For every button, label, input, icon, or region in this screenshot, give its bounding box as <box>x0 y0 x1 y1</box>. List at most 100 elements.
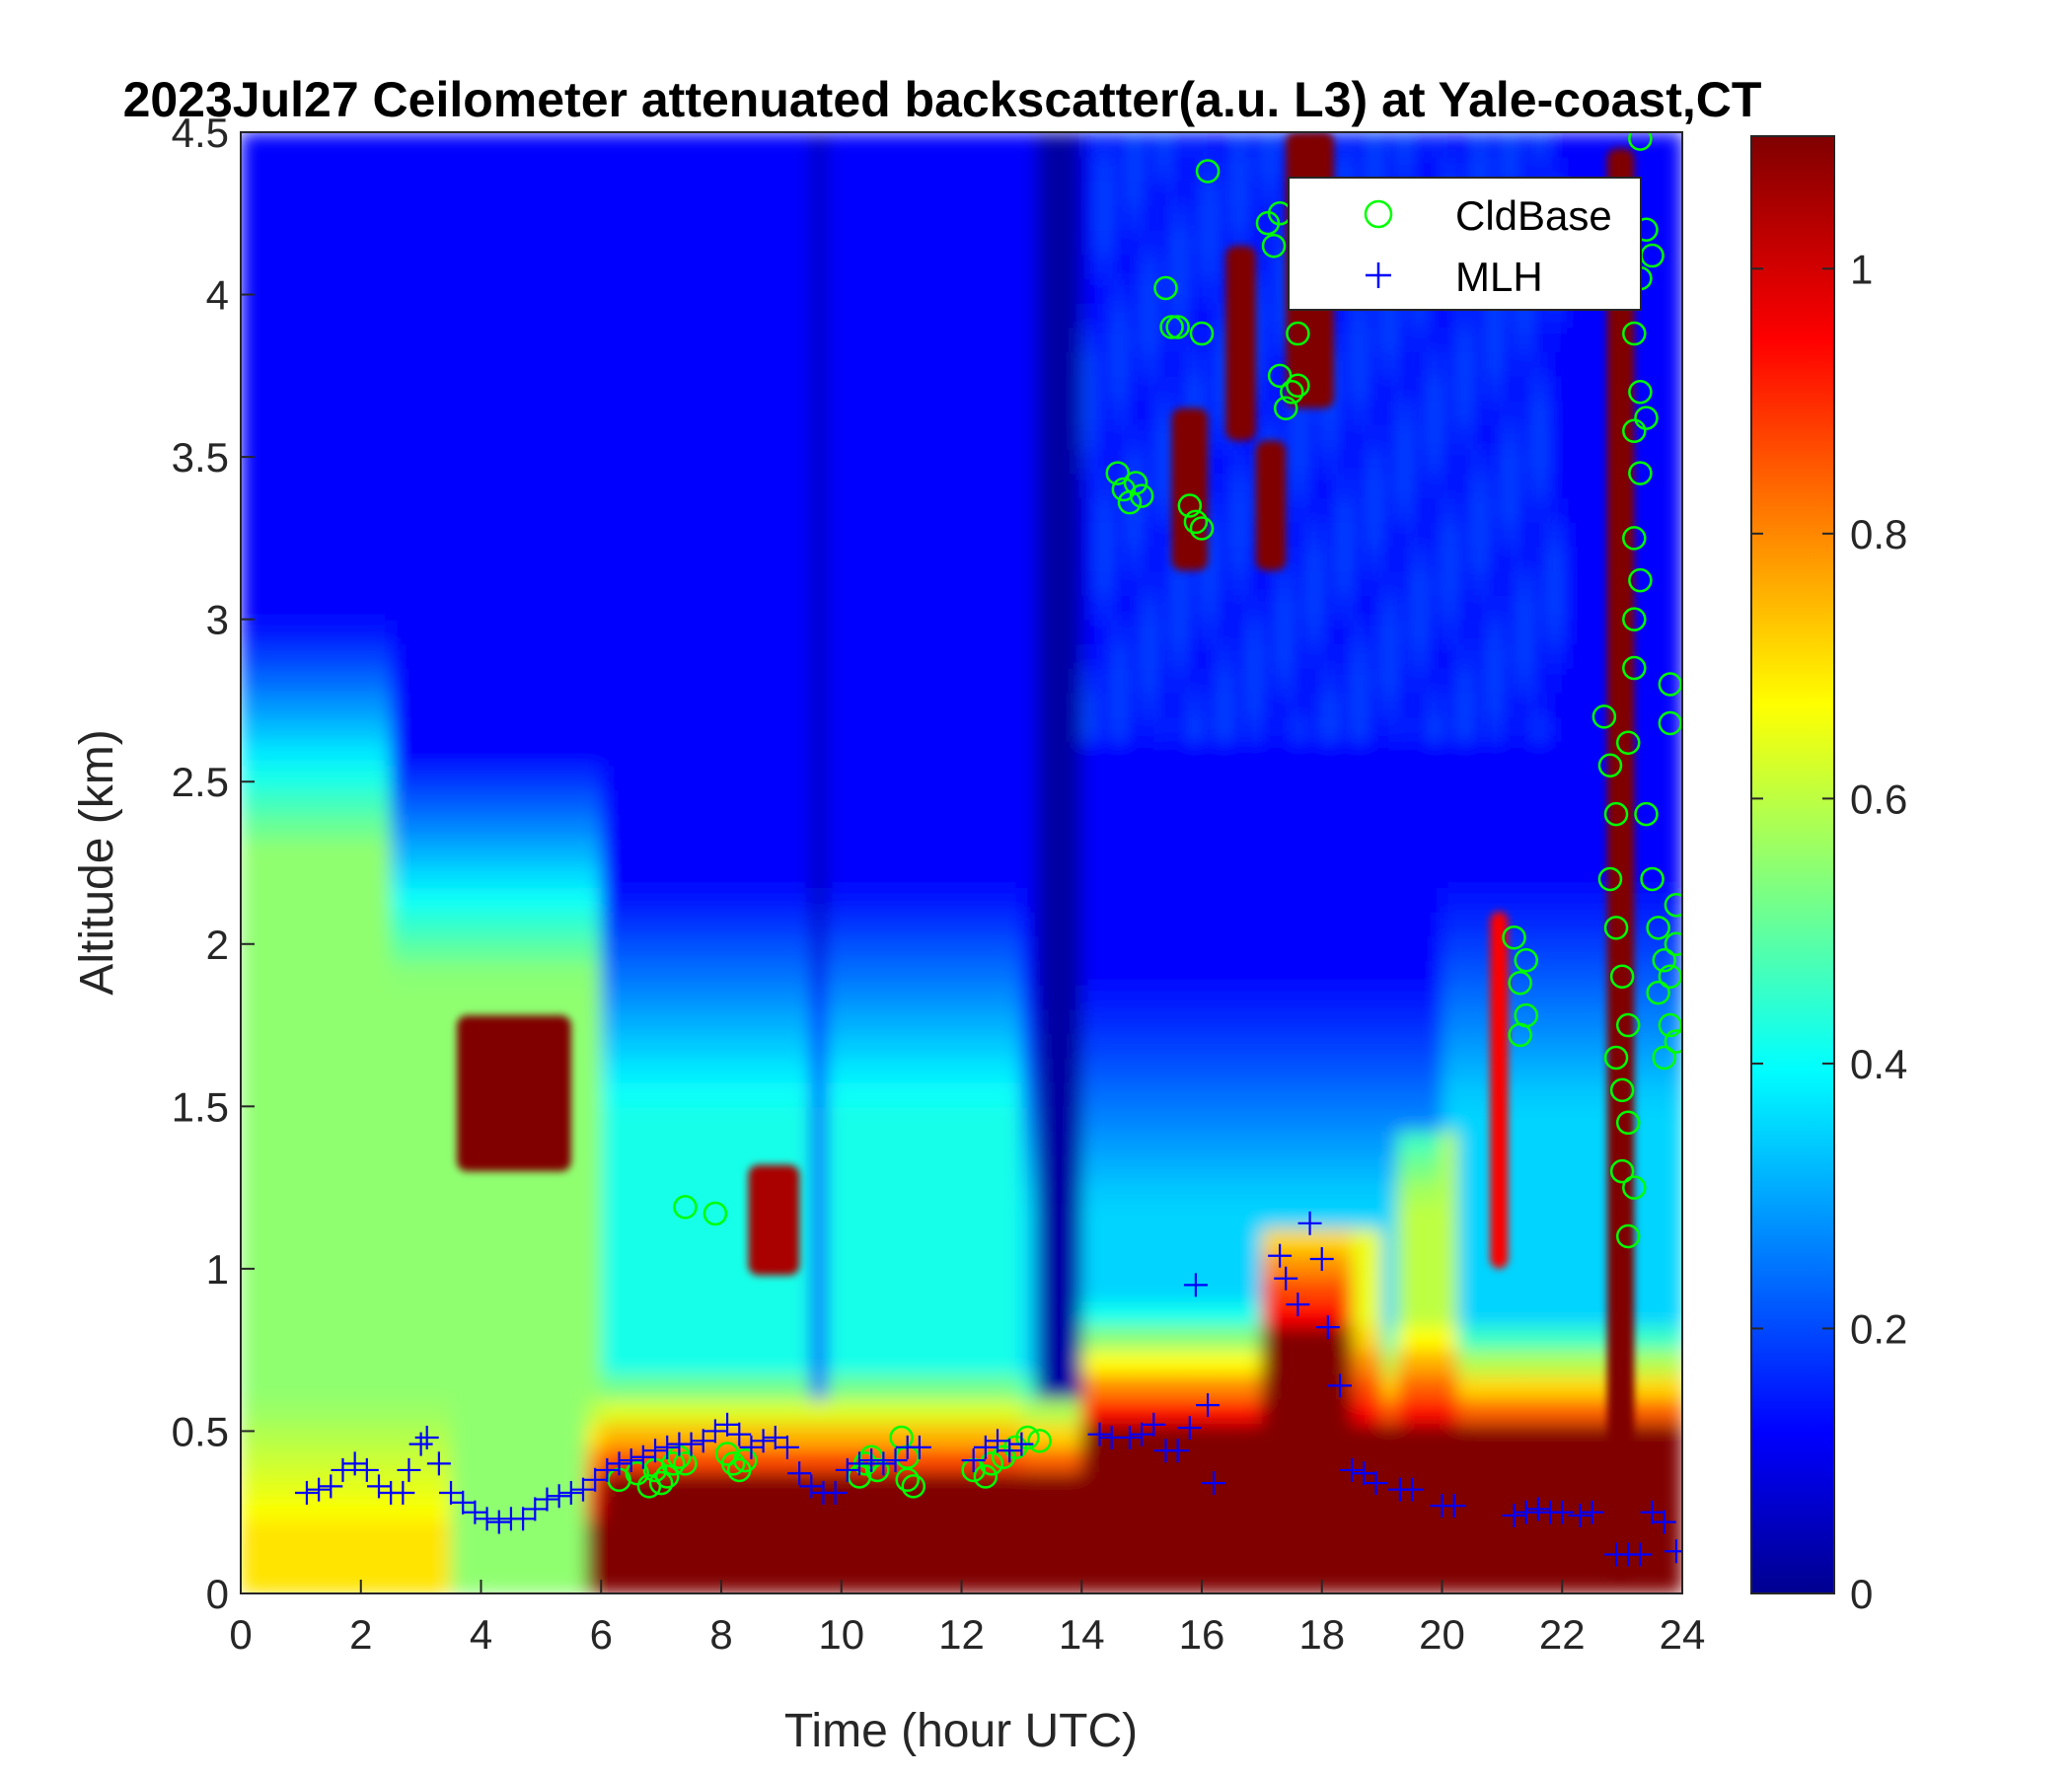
mlh-point <box>835 1457 859 1482</box>
mlh-point <box>1580 1500 1604 1524</box>
cldbase-point <box>1027 1429 1052 1453</box>
colorbar-tick-label: 0.6 <box>1850 776 1907 822</box>
mlh-point <box>775 1435 799 1459</box>
cldbase-point <box>1658 710 1682 736</box>
cldbase-point <box>1015 1425 1040 1450</box>
mlh-point <box>535 1487 559 1512</box>
cldbase-point <box>1628 461 1653 485</box>
cldbase-point <box>1664 893 1682 918</box>
mlh-point <box>1514 1500 1538 1524</box>
cldbase-point <box>1603 801 1629 827</box>
cldbase-point <box>973 1464 999 1489</box>
mlh-point <box>486 1510 511 1534</box>
cldbase-point <box>1603 916 1629 940</box>
mlh-point <box>1400 1477 1425 1502</box>
mlh-point <box>331 1457 355 1482</box>
mlh-point <box>475 1507 499 1531</box>
cldbase-point <box>1177 493 1203 518</box>
y-tick-label: 0.5 <box>172 1408 229 1454</box>
mlh-point <box>727 1422 752 1446</box>
mlh-point <box>1328 1373 1353 1398</box>
mlh-point <box>1568 1504 1592 1528</box>
cldbase-point <box>1628 567 1653 593</box>
y-tick-label: 3 <box>206 597 229 643</box>
cldbase-point <box>1159 315 1184 339</box>
x-tick-label: 10 <box>818 1611 864 1658</box>
mlh-point <box>1196 1393 1221 1418</box>
cldbase-point <box>673 1195 698 1220</box>
cldbase-point <box>1615 1012 1641 1038</box>
x-tick-label: 18 <box>1298 1611 1345 1658</box>
y-tick-label: 2.5 <box>172 759 229 805</box>
mlh-point <box>751 1429 776 1453</box>
mlh-point <box>998 1439 1022 1463</box>
mlh-point <box>619 1448 643 1473</box>
mlh-point <box>1202 1471 1226 1496</box>
cldbase-point <box>1267 363 1293 389</box>
mlh-point <box>1550 1500 1575 1524</box>
cldbase-point <box>648 1470 674 1496</box>
mlh-point <box>823 1480 848 1505</box>
cldbase-point <box>1514 947 1538 973</box>
cldbase-point <box>1646 980 1670 1005</box>
cldbase-point <box>1609 1158 1635 1184</box>
mlh-point <box>1664 1539 1682 1564</box>
mlh-point <box>1340 1457 1365 1482</box>
cldbase-point <box>1508 971 1532 996</box>
cloud-patch <box>457 1015 571 1172</box>
mlh-point <box>1297 1211 1322 1235</box>
mlh-point <box>1183 1273 1208 1297</box>
y-tick-label: 1 <box>206 1246 229 1293</box>
mlh-point <box>739 1435 764 1459</box>
x-tick-label: 22 <box>1539 1611 1586 1658</box>
cldbase-point <box>1105 461 1131 485</box>
cldbase-point <box>1622 1175 1647 1200</box>
mlh-point <box>1268 1243 1293 1268</box>
x-tick-label: 2 <box>349 1611 372 1658</box>
legend-box <box>1288 177 1642 311</box>
backscatter-heatmap <box>241 132 1682 1593</box>
mlh-point <box>1442 1494 1466 1518</box>
mlh-point <box>319 1474 343 1499</box>
cldbase-point <box>661 1451 686 1476</box>
cldbase-point <box>1615 730 1641 755</box>
mlh-point <box>408 1432 433 1456</box>
legend: CldBase MLH <box>1288 177 1642 311</box>
cldbase-point <box>1658 672 1682 697</box>
mlh-point <box>643 1439 668 1463</box>
mlh-point <box>871 1451 896 1476</box>
mlh-point <box>1315 1315 1340 1340</box>
y-tick-label: 4.5 <box>172 110 229 156</box>
cldbase-point <box>1502 925 1526 950</box>
cldbase-point <box>1615 1223 1641 1249</box>
mlh-point <box>391 1480 415 1505</box>
legend-mlh-marker <box>1366 262 1391 288</box>
mlh-point <box>558 1480 583 1505</box>
mlh-point <box>703 1419 727 1443</box>
cldbase-point <box>733 1447 758 1473</box>
mlh-point <box>907 1435 931 1459</box>
x-tick-label: 8 <box>709 1611 732 1658</box>
cldbase-point <box>1508 1022 1532 1048</box>
y-tick-label: 3.5 <box>172 434 229 481</box>
mlh-point <box>583 1467 608 1492</box>
mlh-point <box>883 1448 908 1473</box>
mlh-point <box>307 1477 332 1502</box>
cldbase-markers <box>607 132 1682 1499</box>
mlh-point <box>630 1444 655 1469</box>
legend-cldbase-marker <box>1364 199 1393 229</box>
mlh-point <box>367 1474 392 1499</box>
y-axis-label: Altitude (km) <box>71 729 123 995</box>
cldbase-point <box>1165 315 1190 339</box>
mlh-point <box>986 1429 1010 1453</box>
cloud-patch <box>1255 440 1287 571</box>
colorbar-tick-label: 1 <box>1850 246 1873 292</box>
mlh-point <box>1009 1432 1034 1456</box>
chart-title: 2023Jul27 Ceilometer attenuated backscat… <box>123 72 1762 127</box>
cloud-patch <box>1490 911 1509 1269</box>
cldbase-point <box>1622 418 1647 444</box>
y-tick-label: 2 <box>206 922 229 968</box>
cldbase-point <box>1609 1077 1635 1103</box>
cldbase-point <box>1280 380 1304 405</box>
colorbar-ticks: 0 0.2 0.4 0.6 0.8 1 <box>1751 246 1907 1617</box>
